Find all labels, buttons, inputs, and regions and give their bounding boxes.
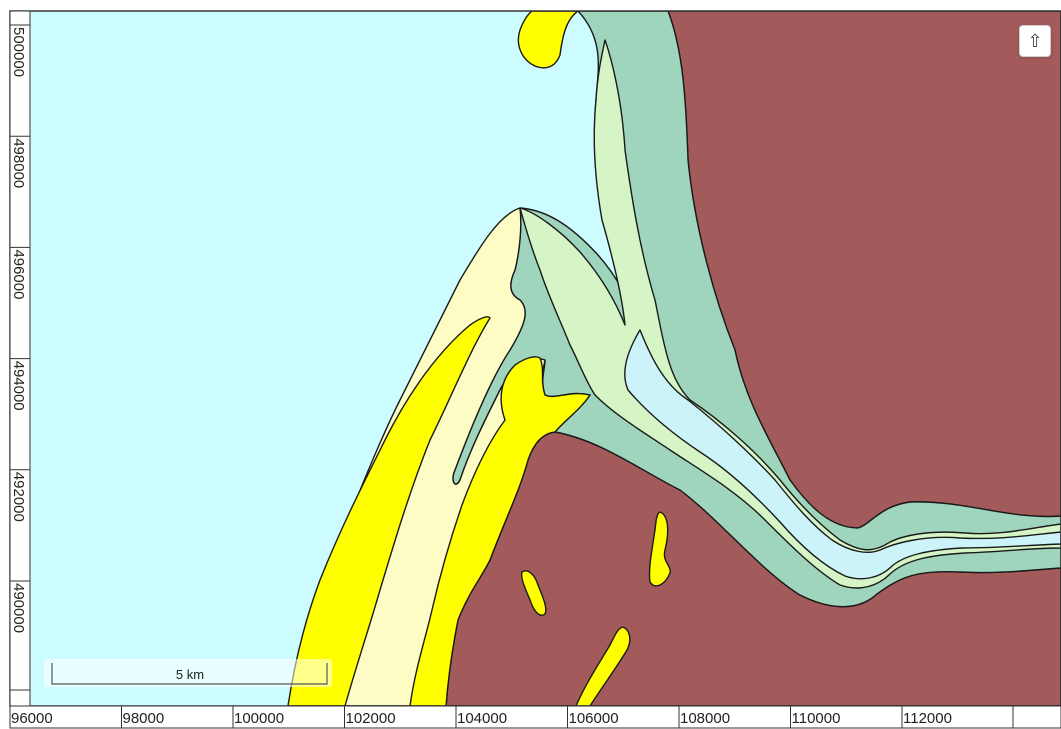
x-tick-label: 98000: [123, 710, 165, 727]
x-tick-label: 100000: [234, 710, 284, 727]
y-tick-label: 492000: [10, 472, 27, 522]
scale-bar-label: 5 km: [176, 667, 204, 682]
x-tick-label: 102000: [346, 710, 396, 727]
x-tick-label: 106000: [569, 710, 619, 727]
yellow-unit-patch-2: [520, 570, 547, 616]
yellow-unit-hook-top: [517, 11, 579, 69]
y-axis: 500000 498000 496000 494000 492000 490000: [9, 10, 31, 707]
y-tick-label: 490000: [10, 583, 27, 633]
light-green-unit-band: [519, 39, 1061, 589]
up-arrow-icon: ⇧: [1027, 30, 1043, 52]
x-tick-label: 96000: [11, 710, 53, 727]
y-tick-label: 498000: [10, 138, 27, 188]
yellow-unit-patch-1: [648, 511, 671, 587]
scale-bar: 5 km: [44, 659, 332, 687]
x-tick-label: 112000: [903, 710, 952, 727]
inner-channel-band: [624, 329, 1061, 580]
yellow-unit-branch: [409, 356, 591, 706]
x-tick-label: 110000: [792, 710, 841, 727]
north-arrow-button[interactable]: ⇧: [1019, 25, 1051, 57]
y-tick-label: 496000: [10, 249, 27, 299]
y-tick-label: 494000: [10, 361, 27, 411]
x-tick-label: 108000: [680, 710, 730, 727]
x-tick-label: 104000: [457, 710, 507, 727]
y-tick-label: 500000: [10, 27, 27, 77]
yellow-unit-patch-3: [575, 626, 631, 706]
x-axis: 96000 98000 100000 102000 104000 106000 108000…: [9, 705, 1061, 729]
